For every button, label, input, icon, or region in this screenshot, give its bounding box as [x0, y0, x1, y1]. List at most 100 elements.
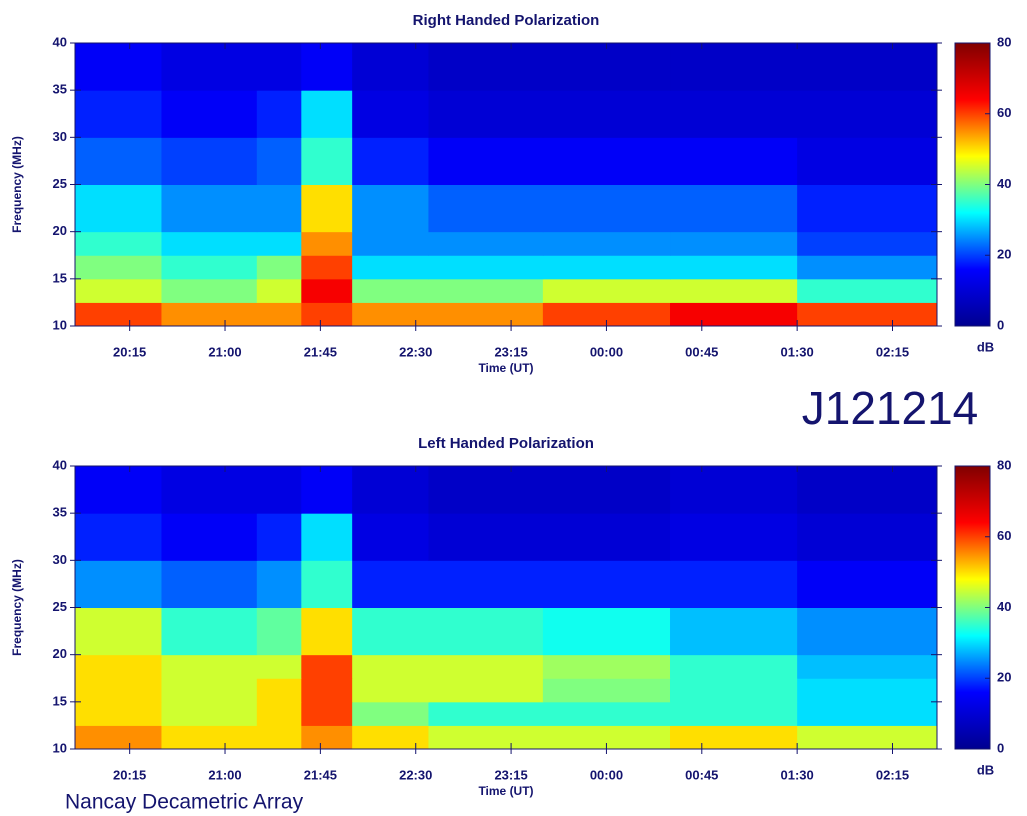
heatmap-cell — [256, 302, 302, 327]
heatmap-cell — [797, 466, 938, 514]
heatmap-cell — [670, 231, 798, 256]
x-tick-label: 20:15 — [113, 344, 146, 359]
heatmap-cell — [256, 137, 302, 185]
heatmap-cell — [670, 560, 798, 608]
x-tick-label: 21:00 — [208, 344, 241, 359]
colorbar-tick-label: 20 — [997, 247, 1011, 262]
heatmap-cell — [352, 725, 429, 750]
heatmap-cell — [670, 43, 798, 91]
heatmap-cell — [161, 725, 258, 750]
y-tick-label: 30 — [53, 129, 67, 144]
dataset-label: J121214 — [802, 382, 979, 434]
colorbar-tick-label: 20 — [997, 670, 1011, 685]
x-tick-label: 20:15 — [113, 767, 146, 782]
colorbar-tick-label: 0 — [997, 740, 1004, 755]
y-tick-label: 40 — [53, 34, 67, 49]
heatmap-cell — [256, 678, 302, 703]
y-tick-label: 35 — [53, 82, 67, 97]
heatmap-cell — [797, 184, 938, 233]
heatmap-cell — [797, 278, 938, 303]
heatmap-cell — [75, 302, 162, 327]
colorbar-tick-label: 60 — [997, 528, 1011, 543]
heatmap-cell — [75, 513, 162, 561]
heatmap-cell — [670, 278, 798, 303]
heatmap-cell — [428, 255, 544, 280]
heatmap-cell — [797, 678, 938, 703]
heatmap-cell — [542, 43, 671, 91]
heatmap-cell — [797, 43, 938, 91]
heatmap-cell — [161, 560, 258, 608]
heatmap-cell — [352, 701, 429, 726]
x-tick-label: 00:45 — [685, 767, 718, 782]
y-tick-label: 10 — [53, 317, 67, 332]
heatmap-cell — [301, 184, 353, 233]
heatmap-cell — [352, 255, 429, 280]
heatmap-cell — [301, 654, 353, 679]
heatmap-cell — [301, 701, 353, 726]
heatmap-cell — [352, 137, 429, 185]
heatmap-cell — [161, 90, 258, 138]
heatmap-cell — [670, 255, 798, 280]
heatmap-cell — [542, 560, 671, 608]
heatmap-cell — [161, 184, 258, 233]
x-tick-label: 00:00 — [590, 767, 623, 782]
heatmap-cell — [428, 466, 544, 514]
x-tick-label: 23:15 — [494, 767, 527, 782]
heatmap-cell — [352, 184, 429, 233]
heatmap-cell — [670, 184, 798, 233]
heatmap-cell — [75, 466, 162, 514]
heatmap-cell — [542, 90, 671, 138]
heatmap-cell — [75, 725, 162, 750]
heatmap-cell — [301, 302, 353, 327]
heatmap-cell — [256, 184, 302, 233]
y-tick-label: 20 — [53, 646, 67, 661]
y-tick-label: 25 — [53, 599, 67, 614]
heatmap-cell — [352, 90, 429, 138]
heatmap-cell — [797, 90, 938, 138]
heatmap-cell — [301, 255, 353, 280]
x-tick-label: 23:15 — [494, 344, 527, 359]
heatmap-cell — [301, 678, 353, 703]
colorbar-tick-label: 40 — [997, 176, 1011, 191]
heatmap-cell — [428, 654, 544, 679]
heatmap-cell — [75, 184, 162, 233]
colorbar-tick-label: 80 — [997, 34, 1011, 49]
heatmap-cell — [797, 137, 938, 185]
heatmap-cell — [352, 302, 429, 327]
heatmap-cell — [542, 137, 671, 185]
heatmap-cell — [352, 607, 429, 656]
heatmap-cell — [670, 137, 798, 185]
footer: Nancay Decametric Array — [65, 791, 304, 814]
heatmap-cell — [797, 654, 938, 679]
x-axis-label: Time (UT) — [478, 784, 533, 798]
heatmap-cell — [670, 466, 798, 514]
colorbar-tick-label: 40 — [997, 599, 1011, 614]
heatmap-cell — [161, 607, 258, 656]
heatmap-cell — [75, 231, 162, 256]
heatmap-cell — [428, 302, 544, 327]
y-tick-label: 25 — [53, 176, 67, 191]
heatmap-cell — [256, 607, 302, 656]
heatmap-cell — [797, 302, 938, 327]
heatmap-cell — [256, 278, 302, 303]
y-tick-label: 40 — [53, 457, 67, 472]
heatmap-cell — [797, 607, 938, 656]
heatmap-cell — [428, 90, 544, 138]
x-tick-label: 21:00 — [208, 767, 241, 782]
heatmap-cell — [542, 466, 671, 514]
heatmap-cell — [75, 90, 162, 138]
heatmap-cell — [428, 184, 544, 233]
heatmap-cell — [352, 678, 429, 703]
colorbar-label: dB — [977, 339, 994, 354]
heatmap-cell — [670, 302, 798, 327]
heatmap-cell — [428, 231, 544, 256]
y-tick-label: 30 — [53, 552, 67, 567]
colorbar-tick-label: 0 — [997, 317, 1004, 332]
heatmap-cell — [301, 466, 353, 514]
heatmap-cell — [542, 607, 671, 656]
heatmap-cell — [301, 231, 353, 256]
colorbar — [954, 465, 991, 750]
heatmap-cell — [352, 231, 429, 256]
heatmap-cell — [75, 255, 162, 280]
